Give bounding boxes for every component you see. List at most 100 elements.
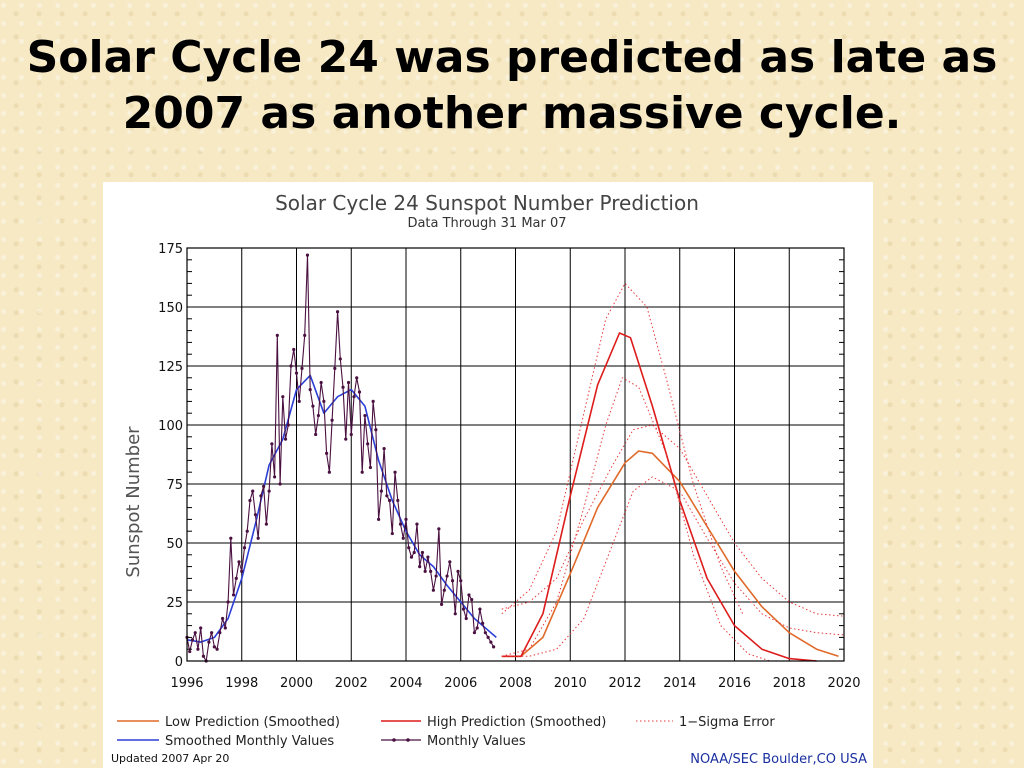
monthly-point [387,498,392,503]
monthly-point [385,494,389,498]
monthly-point [281,395,285,399]
monthly-point [415,522,419,526]
monthly-point [371,399,375,403]
monthly-point [396,498,400,503]
monthly-point [489,640,493,644]
monthly-point [341,385,345,389]
sunspot-chart: Solar Cycle 24 Sunspot Number Prediction… [111,191,867,767]
legend-high: High Prediction (Smoothed) [427,715,606,730]
monthly-point [283,437,288,441]
legend-low: Low Prediction (Smoothed) [165,715,340,730]
monthly-point [470,598,474,602]
monthly-point [352,395,356,399]
monthly-point [193,631,197,635]
monthly-point [453,612,457,616]
monthly-point [439,602,444,606]
legend-swatch-monthly-dot [406,738,410,742]
monthly-point [401,536,405,540]
monthly-point [475,626,479,630]
monthly-point [445,574,449,578]
monthly-point [374,428,378,432]
series-line [501,282,744,615]
series-layer [185,253,845,663]
monthly-point [330,418,334,422]
monthly-point [305,253,310,257]
x-tick-label: 2010 [554,676,587,691]
x-tick-label: 1998 [225,676,258,691]
chart-title: Solar Cycle 24 Sunspot Number Prediction [275,191,699,215]
grid [186,247,845,662]
x-tick-label: 2004 [389,676,422,691]
monthly-point [240,569,244,573]
monthly-point [459,579,463,583]
monthly-point [448,560,452,564]
monthly-point [335,310,340,314]
series-line [501,450,839,658]
monthly-point [275,333,279,337]
legend-monthly: Monthly Values [427,734,526,749]
monthly-point [218,631,222,635]
legend-sigma: 1−Sigma Error [679,715,775,730]
y-tick-label: 150 [158,301,183,316]
x-tick-label: 2002 [335,676,368,691]
x-tick-label: 2012 [608,676,641,691]
monthly-point [344,437,348,441]
x-tick-label: 2018 [773,676,806,691]
legend-smoothed: Smoothed Monthly Values [165,734,334,749]
monthly-point [319,380,323,385]
x-tick-label: 2014 [663,676,696,691]
monthly-point [201,654,206,658]
monthly-point [431,588,435,592]
monthly-point [220,616,225,621]
monthly-point [292,347,296,352]
monthly-point [278,482,282,486]
monthly-point [248,498,252,503]
monthly-point [325,451,329,455]
slide-title: Solar Cycle 24 was predicted as late as … [0,30,1024,142]
monthly-point [338,357,342,361]
monthly-point [492,645,496,649]
monthly-point [483,631,487,635]
monthly-point [407,546,411,550]
monthly-point [196,647,200,651]
y-tick-label: 25 [166,596,183,611]
monthly-point [207,640,211,644]
slide-title-line-1: Solar Cycle 24 was predicted as late as [26,32,998,83]
legend-swatch-monthly-dot [392,738,396,742]
monthly-point [303,333,307,337]
monthly-point [450,579,455,583]
monthly-point [478,607,482,611]
monthly-point [226,600,230,604]
monthly-point [409,555,414,559]
monthly-point [251,489,255,493]
monthly-point [231,593,236,597]
monthly-point [377,517,381,521]
slide-title-line-2: 2007 as another massive cycle. [122,88,902,139]
monthly-point [262,484,266,488]
monthly-point [256,536,260,540]
monthly-point [234,576,238,580]
monthly-point [223,626,227,630]
monthly-point [423,569,427,573]
monthly-point [442,588,446,592]
monthly-point [368,465,373,470]
monthly-point [297,399,301,403]
monthly-point [300,366,304,370]
monthly-point [390,531,394,536]
y-tick-label: 125 [158,360,183,375]
monthly-point [273,475,277,479]
monthly-point [366,442,370,446]
x-tick-label: 1996 [170,676,203,691]
monthly-point [327,470,331,474]
monthly-point [349,432,353,437]
monthly-point [264,522,268,526]
series-line [501,476,845,657]
monthly-point [464,616,468,621]
monthly-point [242,546,247,550]
monthly-point [357,390,362,394]
y-tick-label: 50 [166,537,183,552]
monthly-point [412,550,416,555]
monthly-point [426,555,430,559]
footer-source: NOAA/SEC Boulder,CO USA [690,752,867,767]
legend: Low Prediction (Smoothed) High Predictio… [117,715,775,749]
